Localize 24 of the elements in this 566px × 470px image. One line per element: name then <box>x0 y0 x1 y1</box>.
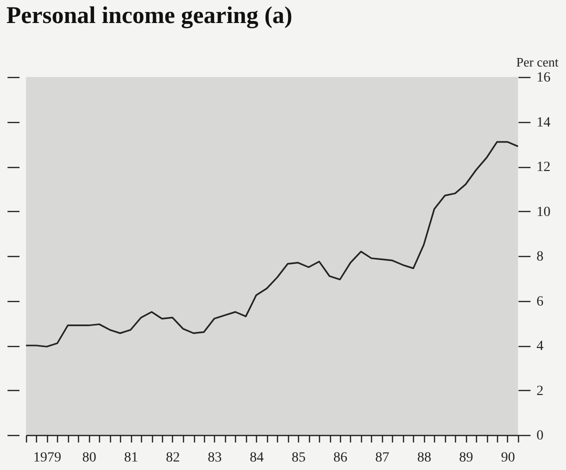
x-tick-label: 85 <box>292 450 306 466</box>
y-tick-label: 10 <box>536 204 550 220</box>
x-tick-label: 90 <box>500 450 515 466</box>
y-axis-title: Per cent <box>516 54 559 70</box>
x-tick-label: 81 <box>124 450 138 466</box>
y-tick-label: 12 <box>536 160 550 175</box>
y-tick-label: 2 <box>536 384 544 399</box>
y-tick-label: 16 <box>536 70 550 86</box>
x-tick-label: 83 <box>208 450 222 466</box>
y-tick-label: 6 <box>536 294 544 310</box>
x-tick-label: 89 <box>459 450 474 466</box>
x-tick-label: 88 <box>417 450 432 466</box>
x-tick-label: 87 <box>375 450 390 466</box>
x-tick-label: 86 <box>333 450 348 466</box>
chart-title: Personal income gearing (a) <box>6 3 292 29</box>
x-tick-label: 82 <box>166 450 180 466</box>
y-tick-label: 0 <box>536 428 544 444</box>
y-tick-label: 4 <box>536 339 544 354</box>
line-series <box>25 141 519 348</box>
x-tick-label: 84 <box>250 450 264 466</box>
y-tick-label: 14 <box>536 115 550 130</box>
x-tick-label: 80 <box>82 450 96 466</box>
x-tick-label: 1979 <box>33 450 62 466</box>
y-tick-label: 8 <box>536 250 544 264</box>
